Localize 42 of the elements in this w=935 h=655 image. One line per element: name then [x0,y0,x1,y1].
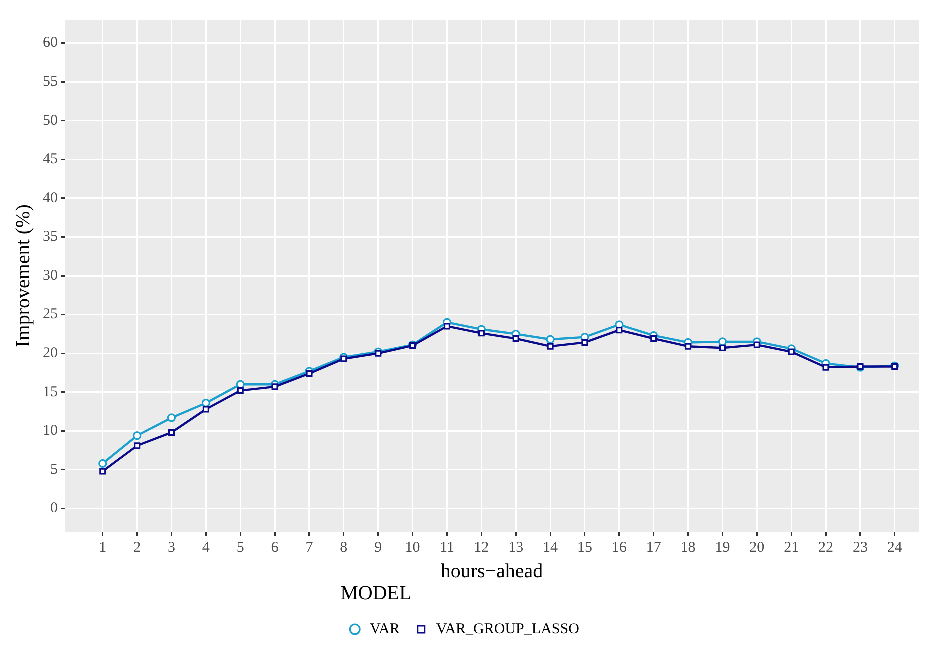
x-tick-label: 4 [202,540,210,556]
x-tick-label: 18 [680,540,696,556]
x-tick-label: 7 [306,540,314,556]
y-tick-label: 25 [43,306,58,323]
x-tick-label: 17 [646,540,662,556]
x-tick-label: 23 [852,540,868,556]
y-tick-label: 15 [43,384,58,400]
x-tick-label: 10 [405,540,420,556]
y-tick-label: 20 [43,346,58,362]
x-tick-label: 8 [340,540,348,556]
y-tick-label: 5 [50,462,58,478]
legend-title: MODEL [340,582,412,604]
x-axis-title: hours−ahead [440,560,544,582]
y-tick-label: 40 [43,190,58,206]
x-tick-label: 16 [612,540,628,556]
x-tick-label: 1 [99,540,107,556]
x-tick-label: 21 [784,540,800,556]
x-tick-label: 24 [887,540,903,556]
x-tick-label: 11 [440,540,454,556]
y-tick-label: 55 [43,74,58,90]
y-tick-label: 45 [43,152,58,168]
y-tick-label: 35 [43,229,58,246]
x-tick-label: 13 [508,540,524,556]
x-tick-label: 22 [818,540,834,556]
x-tick-label: 14 [543,540,559,556]
x-tick-label: 19 [715,540,730,556]
y-tick-label: 10 [43,423,58,440]
x-tick-label: 20 [750,540,765,556]
y-tick-label: 50 [43,112,58,129]
x-tick-label: 3 [168,540,176,556]
y-tick-label: 60 [43,35,58,52]
legend-label: VAR [370,621,400,638]
x-tick-label: 6 [271,540,280,556]
y-tick-label: 30 [43,268,58,284]
y-tick-label: 0 [50,500,58,517]
x-tick-label: 2 [134,540,142,556]
x-tick-label: 9 [374,540,382,556]
x-tick-label: 15 [577,540,592,556]
legend-label: VAR_GROUP_LASSO [436,621,580,638]
x-tick-label: 5 [236,540,244,556]
y-axis-title: Improvement (%) [12,204,34,348]
x-tick-label: 12 [474,540,490,556]
